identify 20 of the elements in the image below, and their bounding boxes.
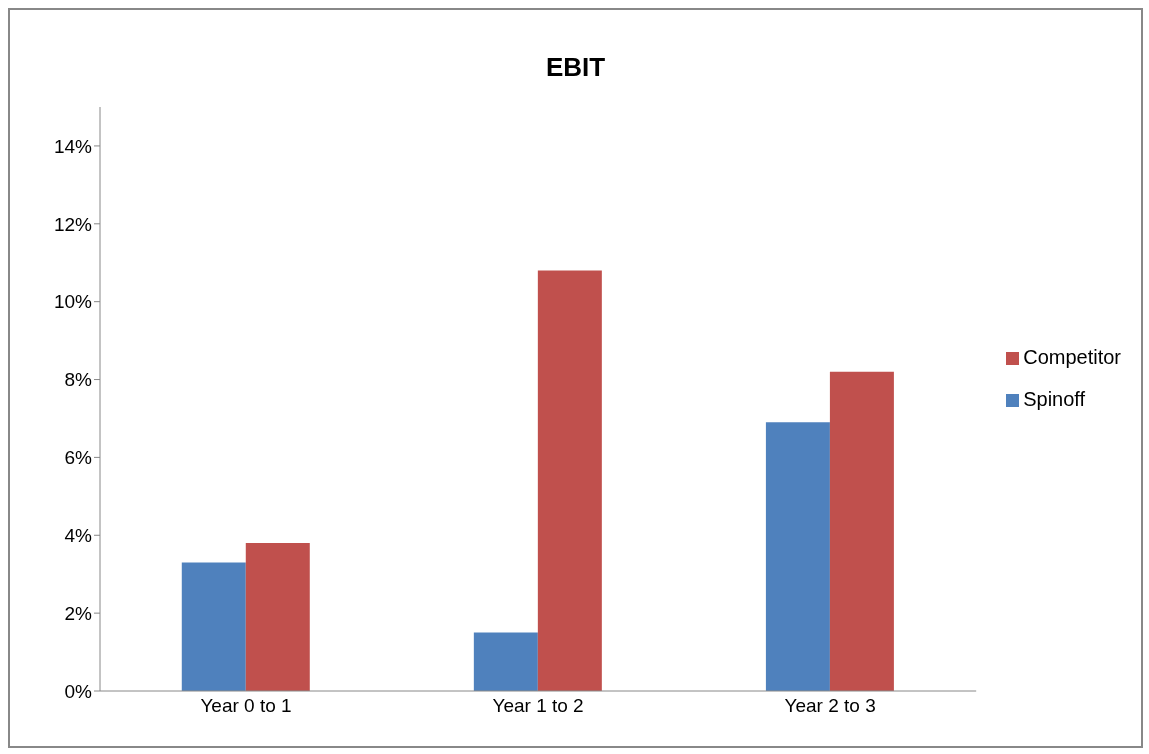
- legend-label: Spinoff: [1023, 388, 1086, 410]
- bar: [181, 562, 246, 691]
- y-tick-label: 0%: [64, 680, 93, 702]
- bar: [473, 632, 538, 691]
- legend-label: Competitor: [1023, 346, 1121, 368]
- x-tick-label: Year 2 to 3: [784, 695, 876, 717]
- y-tick-label: 6%: [64, 447, 93, 469]
- y-tick-label: 12%: [53, 213, 93, 235]
- y-tick-label: 4%: [64, 525, 93, 547]
- y-tick-label: 10%: [53, 291, 93, 313]
- x-tick-label: Year 0 to 1: [200, 695, 292, 717]
- bar: [829, 371, 894, 691]
- bar: [537, 270, 602, 691]
- x-tick-label: Year 1 to 2: [492, 695, 584, 717]
- chart-title: EBIT: [544, 52, 607, 83]
- bar: [765, 422, 830, 691]
- y-tick-label: 8%: [64, 369, 93, 391]
- y-tick-label: 2%: [64, 602, 93, 624]
- bar: [245, 543, 310, 691]
- y-tick-label: 14%: [53, 135, 93, 157]
